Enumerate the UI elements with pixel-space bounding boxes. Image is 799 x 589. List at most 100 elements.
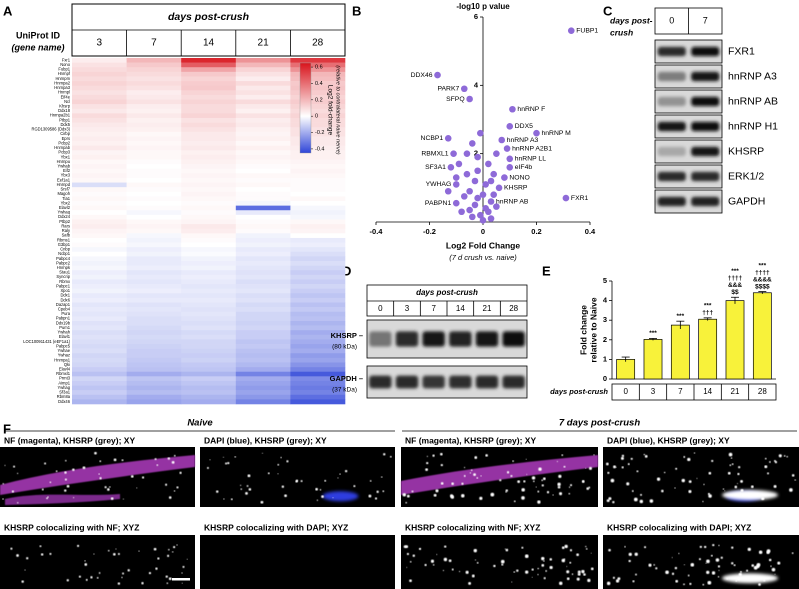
heatmap-cell: [126, 141, 182, 146]
protein-size: (37 kDa): [332, 387, 357, 394]
khsrp-signal: [344, 469, 348, 473]
heatmap-cell: [181, 288, 237, 294]
heatmap-cell: [290, 81, 346, 86]
khsrp-signal: [261, 452, 263, 454]
heatmap-cell: [290, 251, 346, 257]
khsrp-signal: [107, 549, 110, 552]
heatmap-cell: [290, 58, 346, 63]
khsrp-signal: [227, 462, 230, 465]
heatmap-cell: [181, 182, 237, 188]
point: [474, 167, 481, 175]
heatmap-cell: [126, 108, 182, 114]
khsrp-signal: [426, 455, 428, 457]
heatmap-cell: [126, 62, 182, 68]
heatmap-cell: [126, 187, 182, 193]
gene-label: Ncl: [64, 99, 70, 104]
khsrp-signal: [225, 462, 228, 465]
heatmap-cell: [72, 256, 127, 262]
heatmap-cell: [72, 357, 127, 363]
khsrp-signal: [665, 570, 669, 575]
bar: [752, 292, 772, 380]
point-label: NCBP1: [421, 135, 444, 142]
heatmap-cell: [126, 265, 182, 271]
gene-label: Tia1: [62, 196, 71, 201]
khsrp-signal: [117, 582, 121, 585]
khsrp-signal: [389, 455, 392, 458]
heatmap-cell: [181, 348, 237, 354]
heatmap-cell: [235, 251, 291, 257]
khsrp-signal: [557, 485, 561, 489]
blot-background: [366, 319, 528, 359]
khsrp-signal: [409, 579, 412, 583]
khsrp-signal: [223, 498, 225, 500]
khsrp-signal: [127, 569, 130, 572]
heatmap-cell: [235, 201, 291, 206]
khsrp-signal: [774, 573, 776, 575]
heatmap-cell: [126, 191, 182, 197]
khsrp-signal: [671, 572, 675, 576]
heatmap-cell: [72, 376, 127, 382]
khsrp-signal: [552, 494, 554, 496]
khsrp-signal: [2, 498, 4, 500]
heatmap-cell: [290, 127, 346, 133]
khsrp-signal: [711, 571, 716, 575]
khsrp-signal: [468, 581, 472, 585]
khsrp-signal: [369, 480, 372, 482]
significance-label: ***: [649, 330, 657, 337]
heatmap-cell: [235, 265, 291, 271]
blot-background: [654, 64, 723, 89]
khsrp-signal: [448, 559, 452, 563]
heatmap-cell: [72, 214, 127, 220]
heatmap-cell: [290, 224, 346, 229]
heatmap-cell: [290, 136, 346, 142]
heatmap-cell: [290, 233, 346, 239]
bar: [725, 300, 745, 380]
heatmap-cell: [235, 145, 291, 151]
khsrp-signal: [26, 557, 29, 560]
heatmap-cell: [181, 237, 237, 243]
heatmap-cell: [235, 104, 291, 110]
point-label: YWHAG: [426, 181, 452, 188]
khsrp-signal: [168, 577, 172, 581]
khsrp-signal: [82, 466, 86, 470]
khsrp-signal: [724, 490, 726, 492]
khsrp-signal: [512, 460, 514, 462]
khsrp-signal: [406, 552, 410, 556]
heatmap-cell: [181, 145, 237, 151]
khsrp-signal: [631, 490, 634, 492]
gene-label: Rbmxl1: [56, 371, 71, 376]
khsrp-signal: [561, 454, 564, 456]
heatmap-cell: [126, 371, 182, 377]
khsrp-cluster: [722, 573, 778, 584]
heatmap-cell: [72, 270, 127, 276]
heatmap-cell: [290, 117, 346, 123]
gene-label: Eef1a1: [57, 177, 71, 182]
significance-label: &&&&: [753, 276, 772, 283]
khsrp-signal: [113, 458, 117, 462]
heatmap-cell: [72, 265, 127, 271]
point: [485, 160, 492, 168]
khsrp-signal: [605, 462, 609, 466]
heatmap-cell: [126, 224, 182, 229]
khsrp-signal: [412, 554, 416, 557]
point-label: hnRNP M: [542, 130, 572, 137]
x-tick-label: -0.2: [423, 227, 436, 236]
heatmap-cell: [235, 357, 291, 363]
heatmap-cell: [126, 247, 182, 253]
heatmap-cell: [235, 297, 291, 303]
khsrp-signal: [181, 572, 183, 574]
khsrp-signal: [440, 463, 443, 467]
khsrp-signal: [626, 482, 630, 486]
heatmap-cell: [72, 260, 127, 266]
point-label: KHSRP: [504, 185, 528, 192]
khsrp-signal: [432, 454, 435, 457]
khsrp-signal: [624, 546, 626, 548]
khsrp-signal: [471, 574, 475, 578]
khsrp-signal: [568, 492, 571, 495]
gene-label: Ddx5: [60, 122, 70, 127]
gene-label: Ybx3: [61, 173, 71, 178]
khsrp-signal: [44, 462, 47, 465]
heatmap-cell: [72, 177, 127, 183]
gene-label: Ywhaz: [58, 353, 70, 358]
khsrp-signal: [476, 477, 479, 479]
